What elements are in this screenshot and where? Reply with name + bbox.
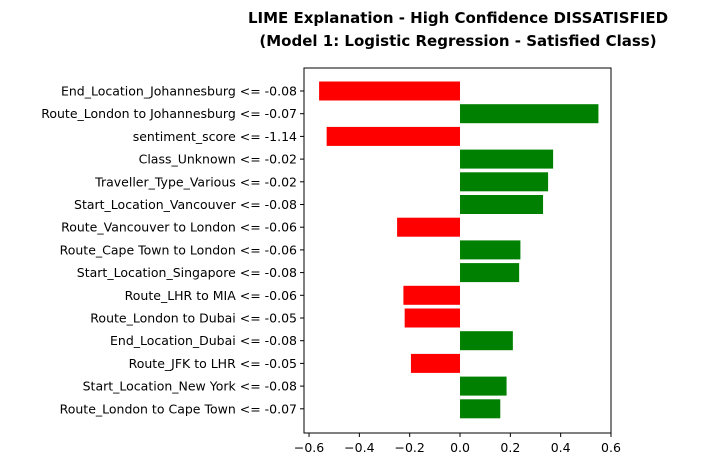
bar [460,172,549,192]
plot-frame [303,67,612,434]
bar [410,353,461,373]
y-tick-label: Start_Location_Singapore <= -0.08 [77,265,297,280]
bars-group [319,81,599,419]
bar [460,263,520,283]
y-tick-label: Route_London to Dubai <= -0.05 [90,311,297,326]
y-tick-label: Start_Location_New York <= -0.08 [83,379,297,394]
x-tick-label: −0.6 [294,440,324,455]
bar [460,376,507,396]
y-tick-label: sentiment_score <= -1.14 [133,129,297,144]
x-tick-label: 0.6 [601,440,621,455]
bar [404,308,461,328]
bar [460,104,599,124]
chart-title: LIME Explanation - High Confidence DISSA… [248,9,668,27]
y-tick-label: Traveller_Type_Various <= -0.02 [94,174,297,189]
chart-subtitle: (Model 1: Logistic Regression - Satisfie… [259,32,656,50]
y-tick-label: Route_London to Johannesburg <= -0.07 [41,106,297,121]
bar [397,217,461,237]
y-tick-label: Class_Unknown <= -0.02 [139,152,297,167]
y-tick-label: Route_Vancouver to London <= -0.06 [61,220,297,235]
x-tick-label: −0.2 [395,440,425,455]
x-tick-label: 0.0 [450,440,470,455]
bar [403,285,461,305]
y-tick-label: Start_Location_Vancouver <= -0.08 [74,197,297,212]
y-tick-label: End_Location_Dubai <= -0.08 [110,333,297,348]
bar [460,399,501,419]
y-tick-label: Route_Cape Town to London <= -0.06 [60,242,297,257]
y-tick-label: End_Location_Johannesburg <= -0.08 [61,84,297,99]
y-tick-label: Route_JFK to LHR <= -0.05 [129,356,297,371]
bar [319,81,461,101]
bar [460,149,554,169]
x-tick-label: −0.4 [344,440,374,455]
y-tick-label: Route_London to Cape Town <= -0.07 [60,401,297,416]
x-tick-label: 0.2 [500,440,520,455]
y-tick-labels: End_Location_Johannesburg <= -0.08 Route_… [41,84,304,416]
bar [460,331,513,351]
x-tick-label: 0.4 [551,440,571,455]
bar [460,195,544,214]
bar [326,126,461,146]
y-tick-label: Route_LHR to MIA <= -0.06 [125,288,297,303]
bar [460,240,521,260]
x-ticks: −0.6 −0.4 −0.2 0.0 0.2 0.4 0.6 [294,433,621,455]
